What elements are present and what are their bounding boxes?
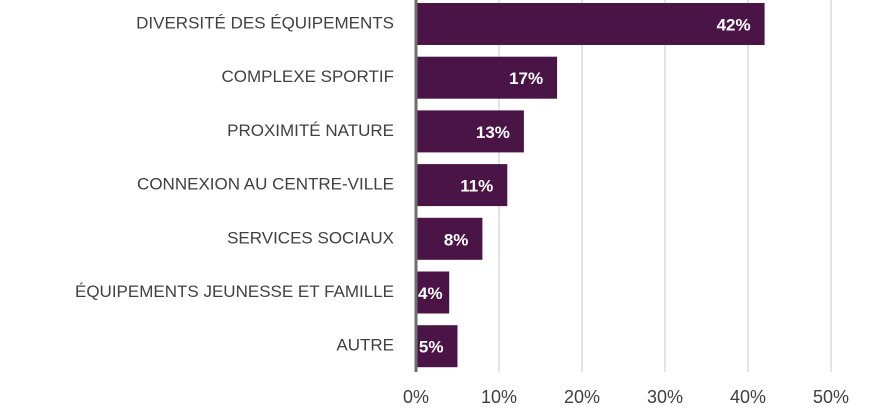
value-label: 13% [476,123,510,142]
category-label: CONNEXION AU CENTRE-VILLE [137,175,394,194]
x-tick-label: 40% [730,387,766,407]
category-label: SERVICES SOCIAUX [227,228,394,247]
bar [416,271,450,314]
category-label: COMPLEXE SPORTIF [221,67,394,86]
bar [416,3,765,45]
x-tick-label: 20% [564,387,600,407]
value-label: 4% [418,284,443,303]
x-tick-label: 0% [403,387,429,407]
bar [416,217,483,260]
x-tick-label: 10% [481,387,517,407]
category-label: DIVERSITÉ DES ÉQUIPEMENTS [136,13,394,32]
category-label: ÉQUIPEMENTS JEUNESSE ET FAMILLE [75,282,394,301]
bar [416,110,524,153]
bar [416,325,458,368]
bar [416,164,508,207]
value-label: 11% [460,177,493,196]
x-tick-label: 30% [647,387,683,407]
category-label: AUTRE [336,336,394,355]
category-label: PROXIMITÉ NATURE [227,121,394,140]
value-label: 8% [444,230,469,249]
x-tick-label: 50% [813,387,849,407]
value-label: 5% [419,338,444,357]
value-label: 17% [509,69,543,88]
bar [416,56,558,99]
value-label: 42% [717,15,751,34]
